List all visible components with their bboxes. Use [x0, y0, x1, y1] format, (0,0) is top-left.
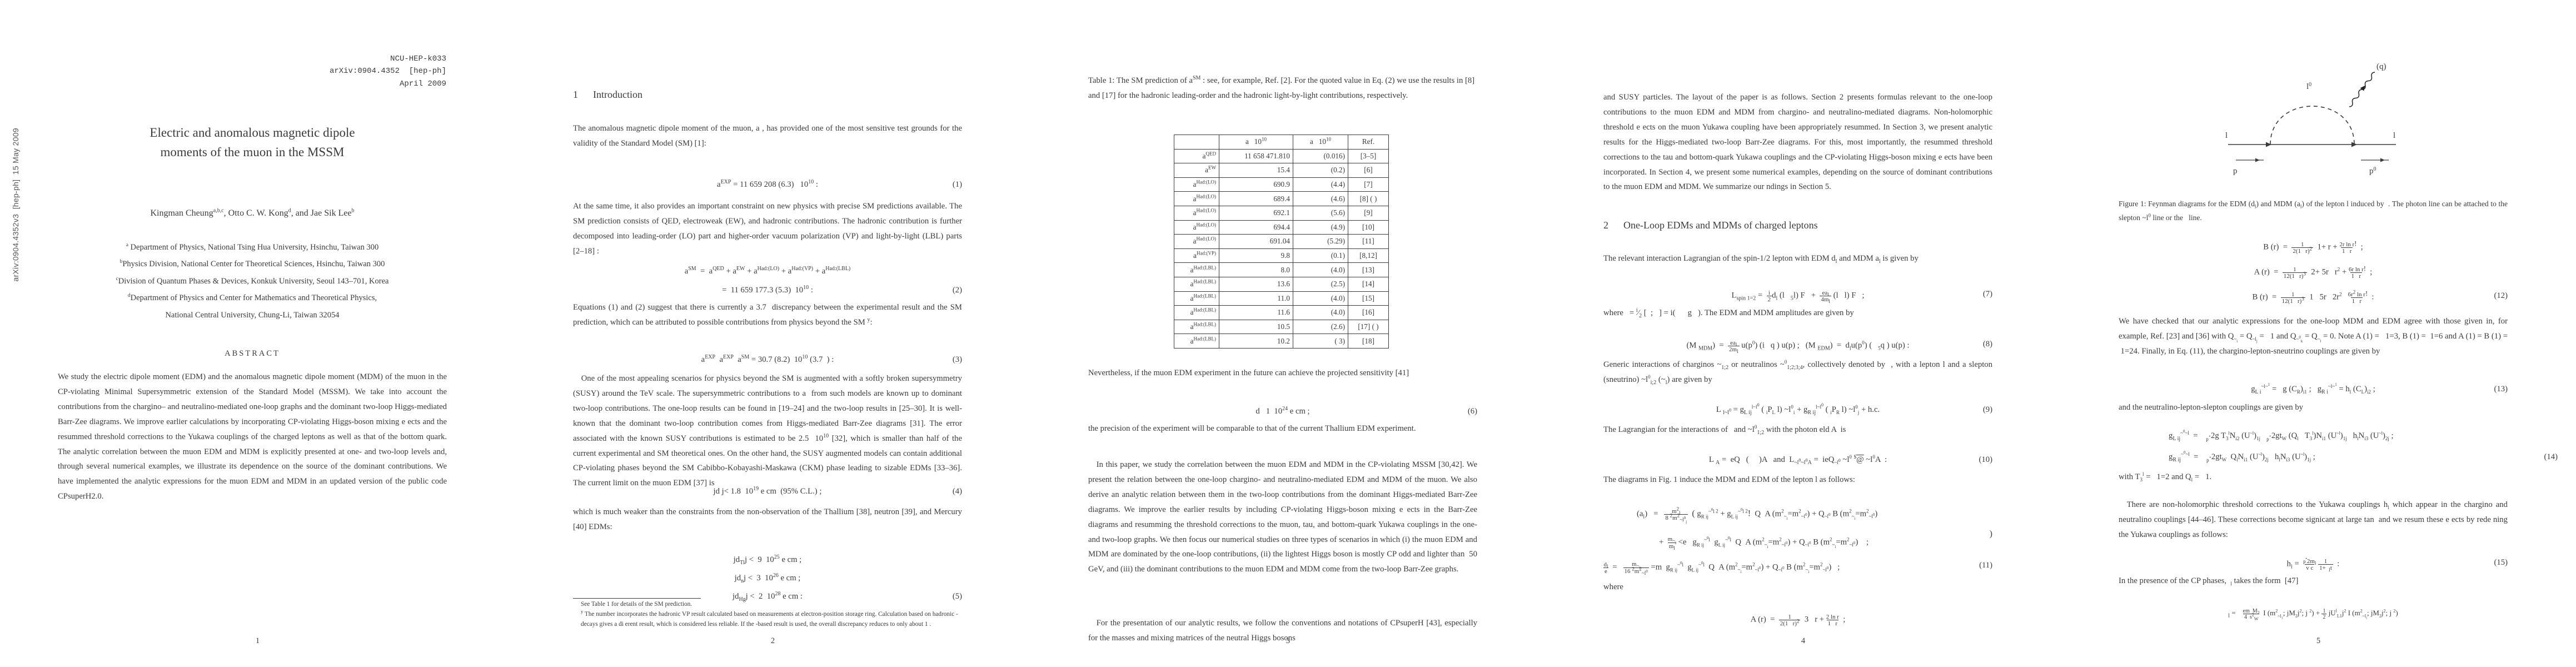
svg-text:p: p	[2233, 167, 2238, 176]
svg-text:p0: p0	[2369, 166, 2376, 176]
svg-text:l: l	[2393, 131, 2395, 140]
svg-text:(q): (q)	[2376, 62, 2386, 71]
svg-text:l: l	[2225, 131, 2228, 140]
svg-text:l0: l0	[2306, 82, 2311, 92]
